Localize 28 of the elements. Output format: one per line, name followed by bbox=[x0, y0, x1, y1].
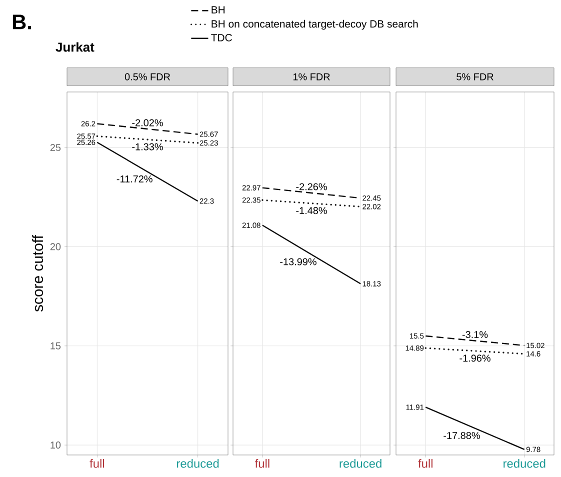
y-tick-label: 25 bbox=[50, 144, 61, 152]
y-tick-label: 20 bbox=[50, 243, 61, 250]
annotation: -1.48% bbox=[296, 207, 327, 214]
legend-label: BH bbox=[212, 6, 225, 14]
y-axis-title: score cutoff bbox=[32, 234, 44, 312]
annotation: -13.99% bbox=[280, 258, 316, 266]
y-tick-label: 10 bbox=[50, 442, 61, 449]
x-tick-label: reduced bbox=[504, 459, 546, 468]
legend-label: BH on concatenated target-decoy DB search bbox=[212, 20, 418, 30]
x-tick-label: full bbox=[254, 459, 270, 468]
chart-title: 0.5% FDR bbox=[124, 73, 170, 80]
annotation: -2.02% bbox=[132, 119, 163, 126]
chart-title: 1% FDR bbox=[293, 73, 330, 80]
text: B. bbox=[12, 14, 32, 30]
annotation: -3.1% bbox=[462, 330, 488, 338]
annotation: -1.96% bbox=[460, 354, 490, 362]
annotation: -1.33% bbox=[132, 143, 163, 150]
text: Jurkat bbox=[56, 42, 94, 52]
chart-title: 5% FDR bbox=[456, 73, 494, 80]
legend-label: TDC bbox=[211, 34, 232, 42]
x-tick-label: reduced bbox=[340, 459, 382, 468]
x-tick-label: full bbox=[418, 459, 432, 468]
x-tick-label: full bbox=[90, 459, 104, 468]
annotation: -17.88% bbox=[444, 432, 480, 440]
x-tick-label: reduced bbox=[177, 459, 219, 468]
annotation: -2.26% bbox=[296, 183, 327, 190]
y-tick-label: 15 bbox=[50, 342, 61, 350]
annotation: -11.72% bbox=[116, 175, 152, 182]
